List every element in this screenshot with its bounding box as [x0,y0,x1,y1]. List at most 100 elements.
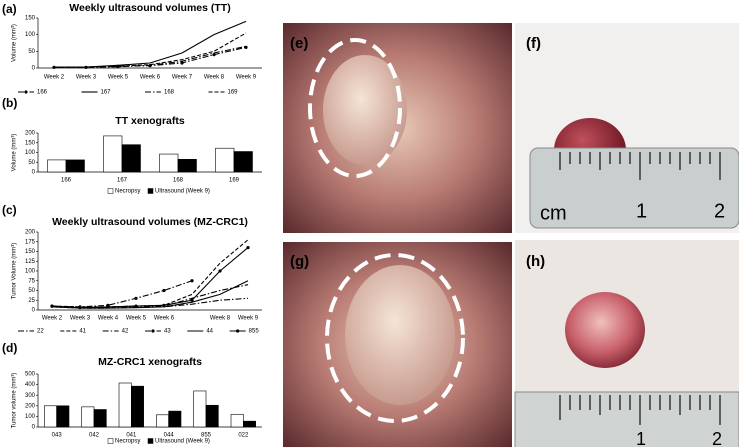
x-tick-label: Week 9 [236,75,257,81]
series-line [54,20,247,68]
y-tick-label: 200 [25,230,36,236]
x-tick-label: 041 [126,433,137,439]
ruler-label: 1 [636,200,647,222]
y-tick-label: 100 [25,414,36,420]
legend-label: Necropsy [115,189,140,195]
point [190,298,194,302]
legend-label: 22 [37,329,44,335]
bar [44,405,57,428]
bar [168,410,182,428]
point [246,246,250,250]
point [106,305,110,309]
y-axis-label: Tumor volume (mm³) [12,373,18,429]
bar [230,413,244,428]
y-tick-label: 200 [25,131,36,137]
x-tick-label: 042 [89,433,100,439]
y-axis-label: Volume (mm³) [12,134,18,172]
bar [177,159,197,173]
legend-swatch [107,438,114,444]
y-tick-label: 50 [28,49,35,55]
photo-label: (g) [290,253,309,270]
x-tick-label: Week 3 [76,75,97,81]
y-tick-label: 150 [25,16,36,22]
legend-label: 43 [164,329,171,335]
x-tick-label: Week 5 [108,75,129,81]
series-line [51,280,193,308]
x-tick-label: 044 [164,433,175,439]
bar [131,385,144,428]
y-tick-label: 25 [28,298,35,304]
y-tick-label: 100 [25,269,36,275]
series-line [51,280,249,309]
bar [156,414,169,428]
point [134,296,138,300]
bar [47,159,67,173]
y-axis-label: Tumor Volume (mm³) [12,243,18,299]
y-axis-label: Volume (mm³) [12,24,18,62]
x-tick-label: 169 [229,178,240,184]
bar [56,405,70,428]
y-tick-label: 175 [25,239,36,245]
chart-title: TT xenografts [115,115,185,127]
legend-label: 41 [79,329,86,335]
series-line [51,247,249,309]
point [134,304,138,308]
y-tick-label: 150 [25,140,36,146]
x-tick-label: Week 7 [172,75,193,81]
photo-h: 1 2 (h) [514,240,739,447]
bar [159,153,179,173]
legend-swatch [147,438,154,444]
chart-title: MZ-CRC1 xenografts [98,356,202,368]
x-tick-label: Week 6 [154,316,175,322]
x-tick-label: 168 [173,178,184,184]
legend-label: 42 [122,329,129,335]
point [190,279,194,283]
y-tick-label: 50 [28,288,35,294]
bar [193,390,207,428]
bar [93,409,107,428]
point [162,303,166,307]
x-tick-label: 166 [61,178,72,184]
series-line [51,284,249,309]
bar [81,406,95,428]
bar [233,151,253,173]
legend-marker [236,329,240,333]
y-tick-label: 300 [25,393,36,399]
panel-label: (a) [2,2,17,16]
series-line [53,32,247,68]
ruler-label: cm [540,202,567,224]
photo-label: (f) [526,35,541,52]
legend-label: 169 [228,90,239,96]
y-tick-label: 75 [28,278,35,284]
chart: (b) TT xenografts Volume (mm³) 0 50 100 150 200… [2,96,262,195]
chart-title: Weekly ultrasound volumes (TT) [69,2,230,14]
ruler-label: 1 [636,429,646,447]
panel-label: (d) [2,341,17,355]
x-tick-label: 855 [201,433,212,439]
point [180,61,184,65]
x-tick-label: Week 8 [204,75,225,81]
x-tick-label: Week 4 [98,316,119,322]
x-tick-label: 167 [117,178,128,184]
series-line [51,297,249,309]
x-tick-label: Week 8 [210,316,231,322]
point [218,269,222,273]
legend-label: 44 [206,329,213,335]
bar [65,159,85,173]
ruler-label: 2 [714,200,725,222]
x-tick-label: Week 9 [238,316,259,322]
y-tick-label: 500 [25,372,36,378]
chart: (d) MZ-CRC1 xenografts Tumor volume (mm³) 0… [2,341,262,445]
point [50,304,54,308]
bar [215,147,235,173]
y-tick-label: 125 [25,259,36,265]
photo-label: (h) [526,253,545,270]
legend-label: 167 [101,90,112,96]
legend-label: Ultrasound (Week 9) [155,439,210,445]
y-tick-label: 0 [32,170,36,176]
x-tick-label: 022 [238,433,249,439]
y-tick-label: 0 [32,66,36,72]
y-tick-label: 0 [32,425,36,431]
chart: (a) Weekly ultrasound volumes (TT) Volume … [2,2,262,96]
y-tick-label: 150 [25,249,36,255]
